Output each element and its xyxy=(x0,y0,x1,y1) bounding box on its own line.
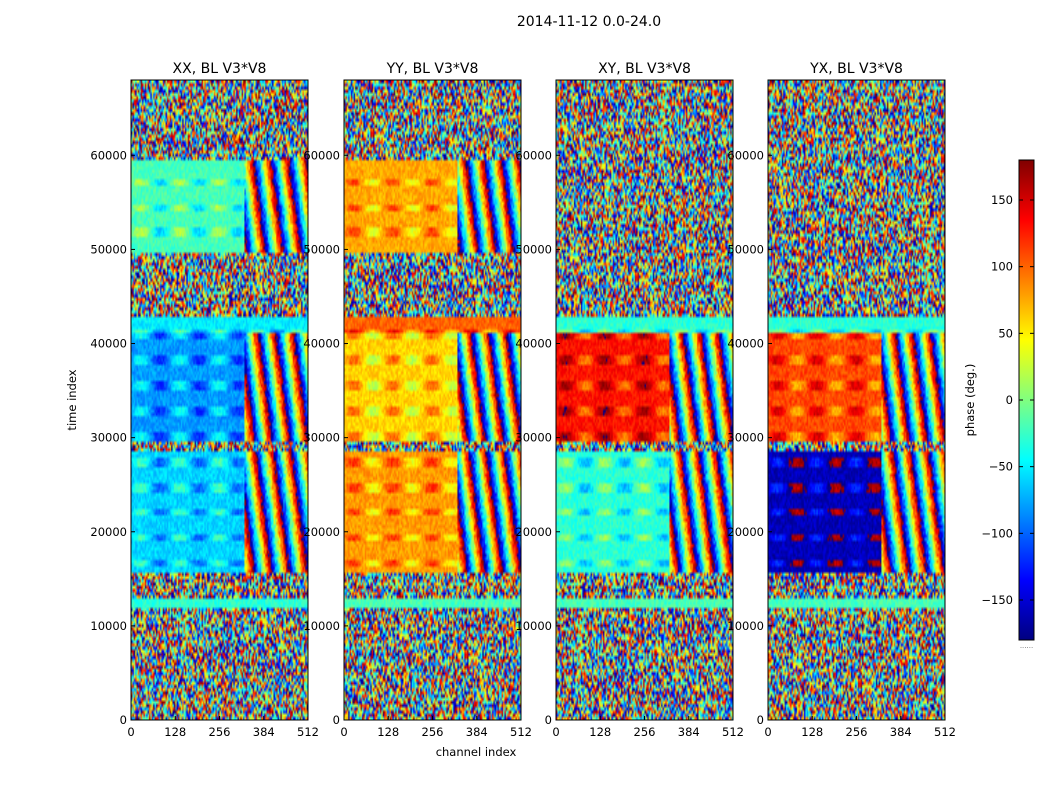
panel-title: XY, BL V3*V8 xyxy=(598,61,691,77)
y-tick-label: 10000 xyxy=(727,619,764,633)
x-tick-label: 128 xyxy=(801,725,823,739)
panel-1: XX, BL V3*V8 0 128 256 384 512 0 10000 20000 3000… xyxy=(90,61,319,739)
y-tick-label: 60000 xyxy=(515,148,552,162)
y-tick-label: 20000 xyxy=(303,525,340,539)
y-tick-label: 0 xyxy=(333,713,340,727)
y-tick-label: 30000 xyxy=(90,431,127,445)
y-tick-label: 0 xyxy=(120,713,127,727)
y-tick-label: 20000 xyxy=(727,525,764,539)
x-tick-label: 384 xyxy=(678,725,700,739)
x-tick-label: 384 xyxy=(253,725,275,739)
panel-4: YX, BL V3*V8 0 128 256 384 512 0 10000 20000 3000… xyxy=(727,61,956,739)
y-tick-label: 20000 xyxy=(515,525,552,539)
colorbar-label: phase (deg.) xyxy=(963,364,977,437)
y-tick-label: 50000 xyxy=(90,242,127,256)
panel-3: XY, BL V3*V8 0 128 256 384 512 0 10000 20000 3000… xyxy=(515,61,744,739)
x-tick-label: 128 xyxy=(589,725,611,739)
x-tick-label: 512 xyxy=(510,725,532,739)
x-tick-label: 256 xyxy=(422,725,444,739)
y-tick-label: 40000 xyxy=(303,337,340,351)
panel-title: YX, BL V3*V8 xyxy=(809,61,903,77)
phase-heatmap xyxy=(556,80,733,720)
y-tick-label: 50000 xyxy=(727,242,764,256)
y-tick-label: 10000 xyxy=(515,619,552,633)
y-tick-label: 20000 xyxy=(90,525,127,539)
colorbar-tick-label: 100 xyxy=(991,260,1013,274)
x-tick-label: 512 xyxy=(297,725,319,739)
colorbar-footnote: ...... xyxy=(1020,642,1033,650)
y-tick-label: 30000 xyxy=(727,431,764,445)
x-tick-label: 256 xyxy=(209,725,231,739)
x-tick-label: 384 xyxy=(466,725,488,739)
x-tick-label: 512 xyxy=(722,725,744,739)
y-tick-label: 60000 xyxy=(90,148,127,162)
y-tick-label: 40000 xyxy=(515,337,552,351)
colorbar-tick-label: −50 xyxy=(989,460,1013,474)
phase-heatmap xyxy=(344,80,521,720)
phase-heatmap xyxy=(131,80,308,720)
y-tick-label: 0 xyxy=(757,713,764,727)
y-tick-label: 10000 xyxy=(90,619,127,633)
colorbar-tick-label: 0 xyxy=(1006,393,1013,407)
x-axis-label: channel index xyxy=(436,745,517,759)
y-tick-label: 30000 xyxy=(515,431,552,445)
x-tick-label: 128 xyxy=(164,725,186,739)
colorbar: −150 −100 −50 0 50 100 150 phase (deg.)...... xyxy=(963,159,1035,650)
colorbar-tick-label: 50 xyxy=(998,326,1013,340)
x-tick-label: 128 xyxy=(377,725,399,739)
panel-2: YY, BL V3*V8 0 128 256 384 512 0 10000 20000 3000… xyxy=(303,61,532,739)
panel-title: XX, BL V3*V8 xyxy=(173,61,267,77)
panels: XX, BL V3*V8 0 128 256 384 512 0 10000 20000 3000… xyxy=(90,61,956,739)
colorbar-tick-label: −150 xyxy=(981,593,1013,607)
panel-title: YY, BL V3*V8 xyxy=(386,61,479,77)
y-tick-label: 60000 xyxy=(303,148,340,162)
figure-suptitle: 2014-11-12 0.0-24.0 xyxy=(517,14,661,30)
y-tick-label: 40000 xyxy=(90,337,127,351)
y-tick-label: 0 xyxy=(545,713,552,727)
y-tick-label: 10000 xyxy=(303,619,340,633)
axis-labels: channel index time index xyxy=(65,369,517,759)
y-tick-label: 50000 xyxy=(515,242,552,256)
colorbar-tick-label: −100 xyxy=(981,526,1013,540)
x-tick-label: 0 xyxy=(764,725,771,739)
y-tick-label: 50000 xyxy=(303,242,340,256)
y-tick-label: 40000 xyxy=(727,337,764,351)
x-tick-label: 0 xyxy=(552,725,559,739)
x-tick-label: 384 xyxy=(890,725,912,739)
x-tick-label: 256 xyxy=(634,725,656,739)
y-tick-label: 30000 xyxy=(303,431,340,445)
x-tick-label: 0 xyxy=(127,725,134,739)
y-axis-label: time index xyxy=(65,369,79,430)
x-tick-label: 512 xyxy=(934,725,956,739)
x-tick-label: 256 xyxy=(846,725,868,739)
colorbar-tick-label: 150 xyxy=(991,193,1013,207)
phase-heatmap xyxy=(768,80,945,720)
x-tick-label: 0 xyxy=(340,725,347,739)
y-tick-label: 60000 xyxy=(727,148,764,162)
